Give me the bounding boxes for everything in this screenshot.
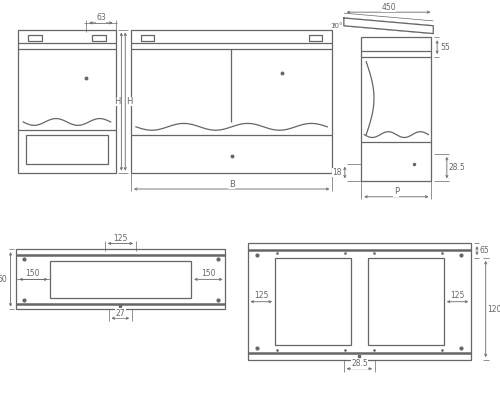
Text: 125: 125 bbox=[450, 291, 464, 300]
Bar bbox=[248, 244, 471, 360]
Text: 55: 55 bbox=[440, 43, 450, 52]
Bar bbox=[92, 35, 106, 41]
Bar bbox=[131, 30, 332, 174]
Text: 27: 27 bbox=[116, 309, 125, 318]
Text: 10°: 10° bbox=[330, 23, 342, 29]
Bar bbox=[141, 35, 154, 41]
Bar bbox=[26, 135, 108, 164]
Text: 28.5: 28.5 bbox=[448, 163, 465, 172]
Text: 450: 450 bbox=[381, 3, 396, 12]
Text: 125: 125 bbox=[113, 234, 128, 243]
Text: 65: 65 bbox=[480, 246, 490, 255]
Text: 125: 125 bbox=[254, 291, 268, 300]
Text: 18: 18 bbox=[332, 168, 342, 177]
Text: P: P bbox=[394, 187, 399, 197]
Text: H: H bbox=[126, 97, 132, 106]
Bar bbox=[275, 258, 350, 345]
Text: 63: 63 bbox=[96, 14, 106, 23]
Bar bbox=[50, 261, 192, 298]
Polygon shape bbox=[344, 18, 434, 33]
Text: 60: 60 bbox=[0, 275, 8, 284]
Text: 120: 120 bbox=[488, 304, 500, 314]
Text: 150: 150 bbox=[26, 269, 40, 278]
Bar bbox=[18, 30, 116, 174]
Bar bbox=[16, 249, 226, 310]
Text: H: H bbox=[114, 97, 120, 106]
Text: 150: 150 bbox=[202, 269, 216, 278]
Text: 28.5: 28.5 bbox=[351, 359, 368, 369]
Bar bbox=[368, 258, 444, 345]
Bar bbox=[309, 35, 322, 41]
Bar bbox=[362, 37, 432, 181]
Bar bbox=[28, 35, 42, 41]
Text: B: B bbox=[228, 179, 234, 189]
